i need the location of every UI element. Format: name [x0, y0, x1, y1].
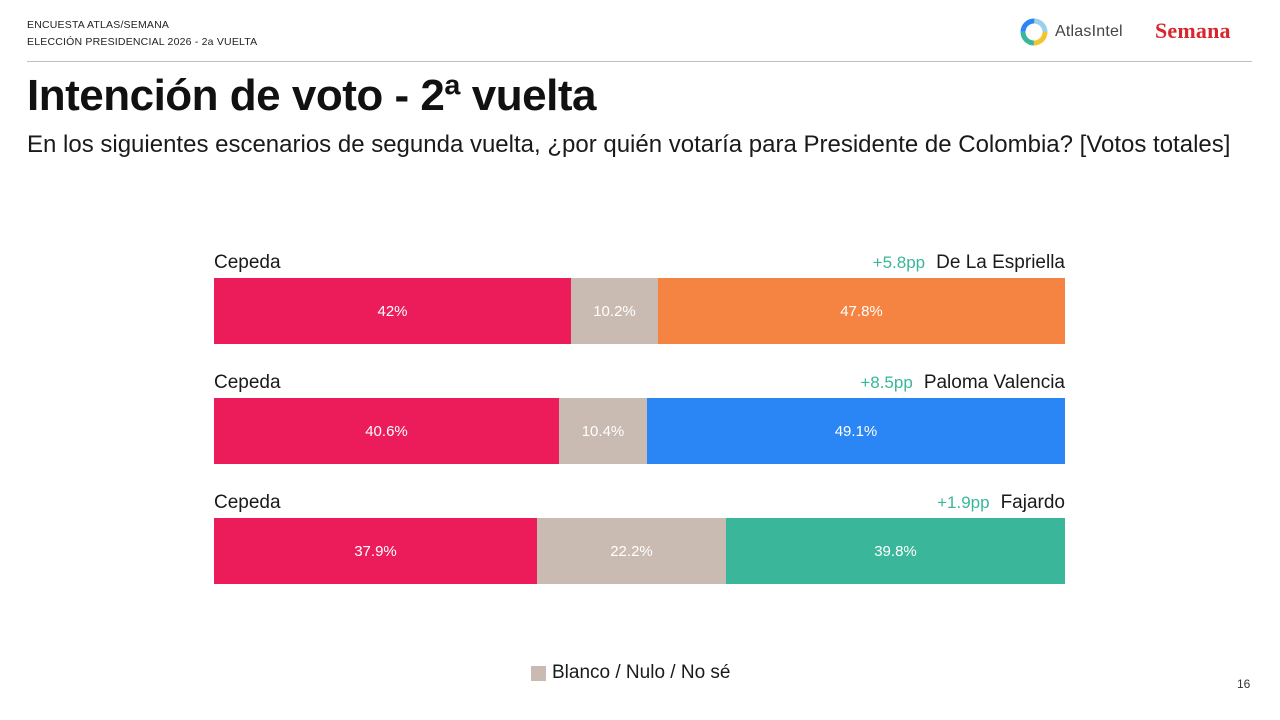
- page-subtitle: En los siguientes escenarios de segunda …: [27, 131, 1231, 158]
- row-2-difference: +8.5pp: [860, 373, 913, 392]
- row-1-bar-right-label: 47.8%: [840, 302, 883, 320]
- page-number: 16: [1237, 677, 1251, 691]
- survey-subtitle: ELECCIÓN PRESIDENCIAL 2026 - 2a VUELTA: [27, 36, 258, 48]
- row-3-bar-blank: 22.2%: [537, 518, 726, 584]
- atlasintel-logo-icon: [1020, 18, 1048, 46]
- row-3-bar-right: 39.8%: [726, 518, 1065, 584]
- row-3-bar-right-label: 39.8%: [874, 542, 917, 560]
- row-3-left-candidate: Cepeda: [214, 492, 281, 513]
- row-2-bar-left: 40.6%: [214, 398, 559, 464]
- row-1-bar-left-label: 42%: [377, 302, 408, 320]
- row-2-left-candidate: Cepeda: [214, 372, 281, 393]
- row-3-bar-blank-label: 22.2%: [610, 542, 653, 560]
- row-1-difference: +5.8pp: [872, 253, 926, 272]
- row-2-bar-blank-label: 10.4%: [581, 422, 625, 440]
- row-1-bar-left: 42%: [214, 278, 571, 344]
- row-2-bar-blank: 10.4%: [559, 398, 647, 464]
- header-divider: [27, 61, 1252, 62]
- page-title: Intención de voto - 2ª vuelta: [27, 71, 596, 120]
- row-3-bar-left: 37.9%: [214, 518, 537, 584]
- row-1-bar-blank: 10.2%: [571, 278, 658, 344]
- row-2-bar-right-label: 49.1%: [834, 422, 878, 440]
- row-1-bar-blank-label: 10.2%: [593, 302, 636, 320]
- row-2-bar-left-label: 40.6%: [365, 422, 408, 440]
- survey-name: ENCUESTA ATLAS/SEMANA: [27, 19, 170, 31]
- row-3-bar-left-label: 37.9%: [354, 542, 397, 560]
- atlasintel-logo-text: AtlasIntel: [1055, 23, 1123, 40]
- atlasintel-logo: AtlasIntel: [1020, 16, 1123, 48]
- row-2-right-candidate: Paloma Valencia: [923, 372, 1065, 393]
- legend-swatch-blank: [531, 665, 546, 681]
- row-2-bar-right: 49.1%: [647, 398, 1065, 464]
- row-3-right-candidate: Fajardo: [1000, 492, 1065, 513]
- row-1-bar-right: 47.8%: [658, 278, 1065, 344]
- row-1-right-candidate: De La Espriella: [936, 252, 1065, 273]
- legend-label-blank: Blanco / Nulo / No sé: [552, 662, 731, 683]
- row-1-left-candidate: Cepeda: [214, 252, 281, 273]
- row-3-difference: +1.9pp: [937, 493, 990, 512]
- chart-legend: Blanco / Nulo / No sé: [531, 662, 730, 684]
- semana-logo: Semana: [1155, 18, 1231, 43]
